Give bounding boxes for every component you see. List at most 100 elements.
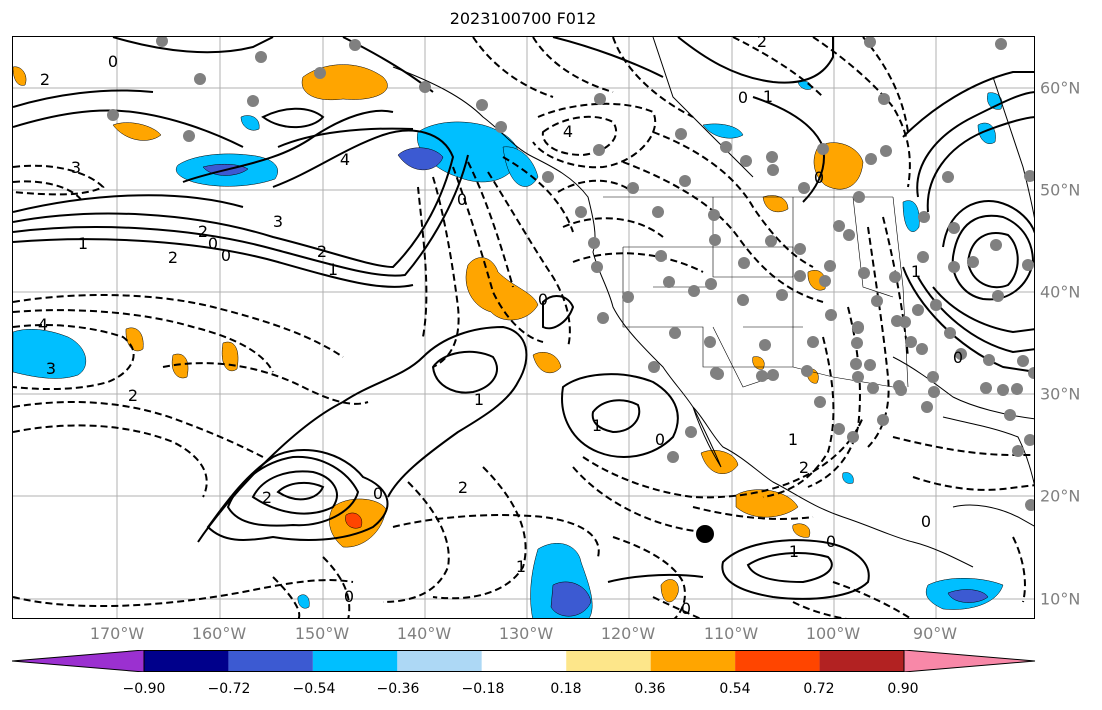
- contour-label: 0: [457, 190, 467, 209]
- contour-label: 0: [814, 168, 824, 187]
- contour-label: 4: [340, 150, 350, 169]
- contour-label: 0: [681, 599, 691, 618]
- colorbar-tick-label: 0.18: [550, 681, 582, 697]
- colorbar-cell: [819, 650, 904, 672]
- contour-label: 2: [262, 488, 272, 507]
- colorbar-cell: [312, 650, 398, 672]
- colorbar-cells: [12, 650, 1036, 672]
- contour-label: 2: [40, 70, 50, 89]
- forecast-map[interactable]: 4 4 4 3 3 3 2 2 2 2 2 2 2 2 2 1 1 1 1 1 …: [13, 37, 1035, 619]
- colorbar-cell: [650, 650, 736, 672]
- contour-label: 2: [317, 242, 327, 261]
- longitude-label: 110°W: [703, 624, 759, 643]
- contour-label: 0: [208, 234, 218, 253]
- contour-label: 1: [911, 262, 921, 281]
- contour-label: 1: [474, 390, 484, 409]
- contour-label: 2: [198, 222, 208, 241]
- colorbar-tick-label: −0.72: [207, 681, 251, 697]
- contour-label: 1: [789, 542, 799, 561]
- colorbar-tick-label: 0.54: [719, 681, 751, 697]
- contour-label: 1: [763, 87, 773, 106]
- shade-pos-5: [532, 352, 562, 374]
- colorbar-tick-label: 0.36: [634, 681, 666, 697]
- contour-label: 1: [516, 557, 526, 576]
- shade-pos-3: [13, 66, 27, 86]
- shade-neg-3: [502, 146, 539, 187]
- contour-label: 0: [108, 52, 118, 71]
- shade-pos-12: [735, 489, 799, 518]
- contour-label-group: 4 4 4 3 3 3 2 2 2 2 2 2 2 2 2 1 1 1 1 1 …: [38, 37, 963, 618]
- contour-label: 0: [655, 430, 665, 449]
- shade-pos-8: [171, 353, 189, 379]
- shade-neg-9: [902, 200, 920, 232]
- longitude-label: 170°W: [89, 624, 145, 643]
- contour-label: 4: [563, 122, 573, 141]
- shade-pos-13: [813, 142, 864, 190]
- latitude-label: 60°N: [1040, 78, 1081, 98]
- colorbar-extend-low: [12, 650, 145, 672]
- shade-neg-16: [297, 594, 310, 609]
- observation-stations: [107, 37, 1034, 511]
- latitude-label: 40°N: [1040, 282, 1081, 302]
- shade-pos-10: [345, 512, 363, 529]
- contour-label: 0: [373, 484, 383, 503]
- shade-pos-1: [301, 64, 388, 101]
- shade-neg-15: [240, 115, 260, 131]
- colorbar-cell: [481, 650, 567, 672]
- colorbar-cell: [144, 650, 229, 672]
- latitude-label: 30°N: [1040, 384, 1081, 404]
- state-borders: [603, 196, 909, 388]
- colorbar-cell: [735, 650, 820, 672]
- solid-contours: [13, 37, 1034, 600]
- lat-lon-grid: [13, 37, 1034, 618]
- colorbar-tick-label: 0.90: [887, 681, 919, 697]
- contour-label: 1: [592, 416, 602, 435]
- latitude-label: 50°N: [1040, 180, 1081, 200]
- storm-center-marker: [696, 525, 714, 543]
- shade-pos-7: [221, 341, 239, 372]
- contour-label: 0: [826, 532, 836, 551]
- contour-label: 3: [71, 158, 81, 177]
- contour-label: 0: [953, 348, 963, 367]
- longitude-label: 90°W: [912, 624, 958, 643]
- contour-label: 3: [273, 212, 283, 231]
- colorbar-extend-high: [903, 650, 1036, 672]
- latitude-label: 20°N: [1040, 486, 1081, 506]
- contour-label: 4: [38, 315, 48, 334]
- contour-label: 2: [128, 386, 138, 405]
- colorbar-tick-label: 0.72: [803, 681, 835, 697]
- shade-pos-6: [125, 327, 144, 352]
- shade-pos-4: [465, 257, 539, 321]
- shade-pos-17: [752, 356, 765, 370]
- contour-label: 0: [221, 246, 231, 265]
- colorbar: [12, 650, 1036, 672]
- colorbar-tick-label: −0.18: [461, 681, 505, 697]
- contour-label: 1: [788, 430, 798, 449]
- longitude-label: 140°W: [396, 624, 452, 643]
- shade-neg-14: [702, 123, 744, 139]
- longitude-label: 150°W: [294, 624, 350, 643]
- contour-label: 0: [921, 512, 931, 531]
- latitude-label: 10°N: [1040, 589, 1081, 609]
- longitude-label: 160°W: [191, 624, 247, 643]
- shade-pos-2: [112, 122, 162, 141]
- contour-label: 1: [328, 260, 338, 279]
- dashed-contours: [13, 37, 1034, 618]
- colorbar-tick-label: −0.54: [292, 681, 336, 697]
- shade-pos-15: [762, 195, 789, 213]
- map-title: 2023100700 F012: [449, 9, 597, 28]
- colorbar-cell: [397, 650, 482, 672]
- longitude-label: 130°W: [498, 624, 554, 643]
- colorbar-cell: [228, 650, 313, 672]
- longitude-label: 100°W: [805, 624, 861, 643]
- shade-neg-18: [842, 472, 854, 484]
- contour-label: 0: [738, 88, 748, 107]
- contour-label: 2: [168, 248, 178, 267]
- contour-label: 1: [78, 234, 88, 253]
- contour-label: 0: [344, 587, 354, 606]
- shade-neg-2: [397, 147, 444, 171]
- contour-label: 2: [799, 458, 809, 477]
- colorbar-tick-label: −0.90: [122, 681, 166, 697]
- map-panel[interactable]: 4 4 4 3 3 3 2 2 2 2 2 2 2 2 2 1 1 1 1 1 …: [12, 36, 1035, 619]
- shade-pos-16: [660, 579, 679, 603]
